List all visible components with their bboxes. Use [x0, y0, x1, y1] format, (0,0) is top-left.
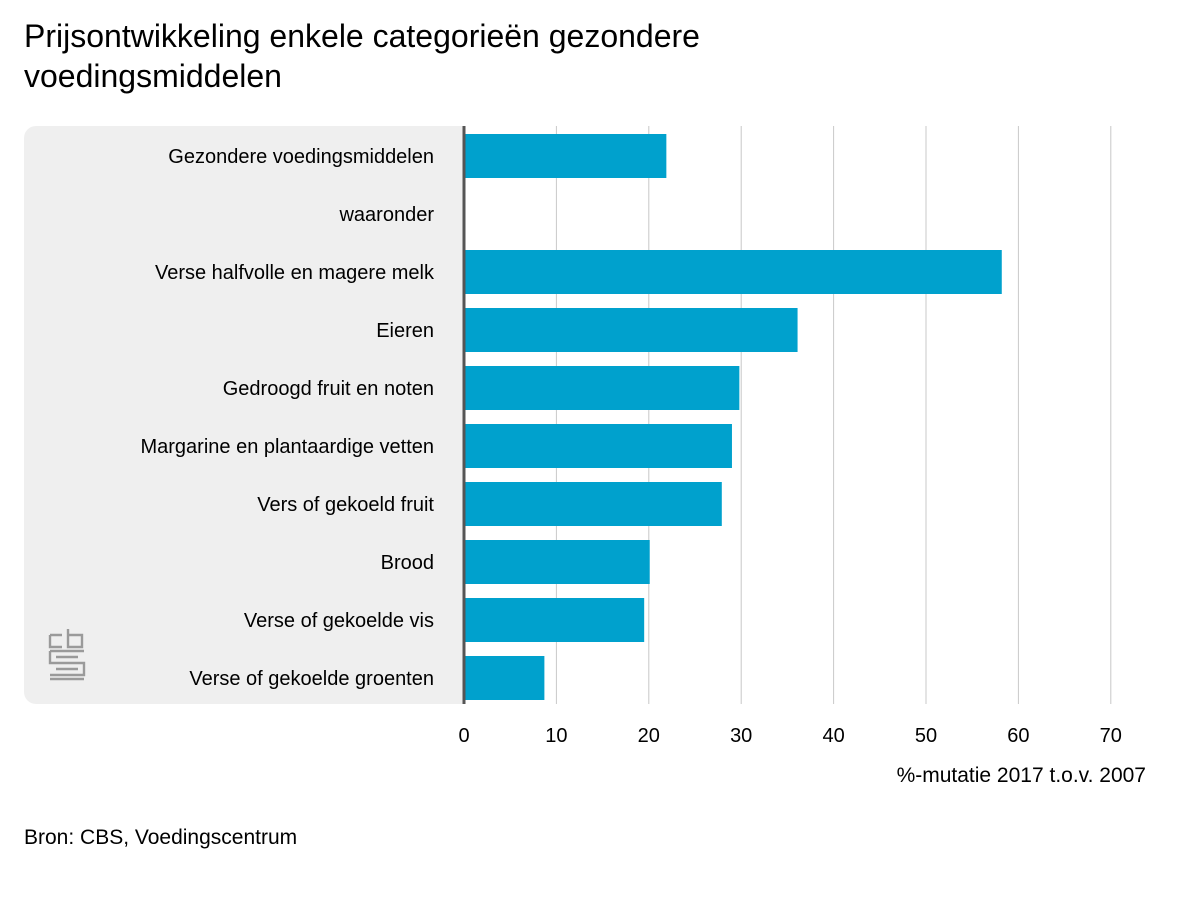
x-tick-label: 70 [1100, 725, 1122, 747]
bar [464, 424, 732, 468]
category-label: Margarine en plantaardige vetten [140, 436, 434, 458]
chart-title: Prijsontwikkeling enkele categorieën gez… [24, 18, 700, 94]
bar [464, 134, 667, 178]
x-tick-label: 30 [730, 725, 752, 747]
category-label: Gezondere voedingsmiddelen [168, 146, 434, 168]
x-tick-label: 0 [458, 725, 469, 747]
category-label: Eieren [376, 320, 434, 342]
bar [464, 250, 1002, 294]
x-tick-label: 20 [638, 725, 660, 747]
bar [464, 482, 722, 526]
bar [464, 540, 650, 584]
bar [464, 656, 545, 700]
x-axis-title: %-mutatie 2017 t.o.v. 2007 [896, 764, 1146, 787]
category-label: Brood [381, 552, 434, 574]
category-label: Verse of gekoelde groenten [189, 668, 434, 690]
x-tick-label: 10 [545, 725, 567, 747]
category-label: Verse of gekoelde vis [244, 610, 434, 632]
x-tick-label: 60 [1007, 725, 1029, 747]
x-tick-label: 40 [822, 725, 844, 747]
category-label: Gedroogd fruit en noten [223, 378, 434, 400]
category-label: Verse halfvolle en magere melk [155, 262, 435, 284]
category-label: waaronder [338, 204, 434, 226]
category-label: Vers of gekoeld fruit [257, 494, 434, 516]
bar [464, 366, 740, 410]
category-panel [24, 126, 464, 704]
bar [464, 598, 645, 642]
source-note: Bron: CBS, Voedingscentrum [24, 826, 298, 849]
x-tick-label: 50 [915, 725, 937, 747]
cbs-logo-icon [48, 629, 86, 681]
bar [464, 308, 798, 352]
